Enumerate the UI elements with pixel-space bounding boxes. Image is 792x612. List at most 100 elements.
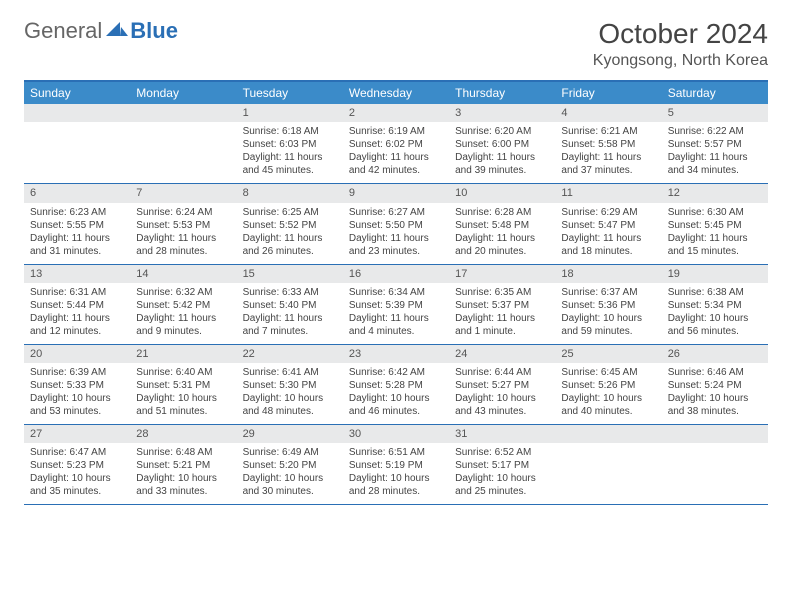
sunrise: Sunrise: 6:27 AM: [349, 206, 443, 219]
sunrise: Sunrise: 6:18 AM: [243, 125, 337, 138]
day-cell: 1 Sunrise: 6:18 AMSunset: 6:03 PMDaylight…: [237, 104, 343, 183]
sunrise: Sunrise: 6:20 AM: [455, 125, 549, 138]
sunrise: Sunrise: 6:44 AM: [455, 366, 549, 379]
day-number: 5: [662, 104, 768, 122]
day-details: Sunrise: 6:48 AMSunset: 5:21 PMDaylight:…: [130, 443, 236, 504]
sunset: Sunset: 5:47 PM: [561, 219, 655, 232]
daylight: Daylight: 11 hours and 1 minute.: [455, 312, 549, 338]
day-cell: 21Sunrise: 6:40 AMSunset: 5:31 PMDayligh…: [130, 345, 236, 424]
daylight: Daylight: 11 hours and 20 minutes.: [455, 232, 549, 258]
day-number: 26: [662, 345, 768, 363]
sunset: Sunset: 5:53 PM: [136, 219, 230, 232]
sunset: Sunset: 5:33 PM: [30, 379, 124, 392]
day-header: Friday: [555, 82, 661, 104]
daylight: Daylight: 11 hours and 42 minutes.: [349, 151, 443, 177]
day-cell: 3Sunrise: 6:20 AMSunset: 6:00 PMDaylight…: [449, 104, 555, 183]
day-number: 19: [662, 265, 768, 283]
daylight: Daylight: 10 hours and 46 minutes.: [349, 392, 443, 418]
day-details: Sunrise: 6:20 AMSunset: 6:00 PMDaylight:…: [449, 122, 555, 183]
daylight: Daylight: 10 hours and 53 minutes.: [30, 392, 124, 418]
sunrise: Sunrise: 6:38 AM: [668, 286, 762, 299]
day-number: 1: [237, 104, 343, 122]
day-details: Sunrise: 6:23 AMSunset: 5:55 PMDaylight:…: [24, 203, 130, 264]
day-cell: 27Sunrise: 6:47 AMSunset: 5:23 PMDayligh…: [24, 425, 130, 504]
day-header-row: SundayMondayTuesdayWednesdayThursdayFrid…: [24, 82, 768, 104]
location: Kyongsong, North Korea: [593, 52, 768, 70]
day-details: Sunrise: 6:45 AMSunset: 5:26 PMDaylight:…: [555, 363, 661, 424]
sunrise: Sunrise: 6:37 AM: [561, 286, 655, 299]
sunrise: Sunrise: 6:30 AM: [668, 206, 762, 219]
day-number: [24, 104, 130, 122]
sunrise: Sunrise: 6:48 AM: [136, 446, 230, 459]
day-number: 31: [449, 425, 555, 443]
sunset: Sunset: 5:55 PM: [30, 219, 124, 232]
sunrise: Sunrise: 6:47 AM: [30, 446, 124, 459]
day-cell: 19Sunrise: 6:38 AMSunset: 5:34 PMDayligh…: [662, 265, 768, 344]
day-details: Sunrise: 6:33 AMSunset: 5:40 PMDaylight:…: [237, 283, 343, 344]
sunset: Sunset: 5:26 PM: [561, 379, 655, 392]
sunset: Sunset: 5:30 PM: [243, 379, 337, 392]
sunset: Sunset: 6:02 PM: [349, 138, 443, 151]
daylight: Daylight: 10 hours and 30 minutes.: [243, 472, 337, 498]
sunrise: Sunrise: 6:29 AM: [561, 206, 655, 219]
day-number: 6: [24, 184, 130, 202]
daylight: Daylight: 10 hours and 38 minutes.: [668, 392, 762, 418]
day-cell: 28Sunrise: 6:48 AMSunset: 5:21 PMDayligh…: [130, 425, 236, 504]
day-cell: 22Sunrise: 6:41 AMSunset: 5:30 PMDayligh…: [237, 345, 343, 424]
daylight: Daylight: 11 hours and 28 minutes.: [136, 232, 230, 258]
day-number: 27: [24, 425, 130, 443]
day-details: Sunrise: 6:41 AMSunset: 5:30 PMDaylight:…: [237, 363, 343, 424]
week-row: 20Sunrise: 6:39 AMSunset: 5:33 PMDayligh…: [24, 345, 768, 425]
sunset: Sunset: 5:34 PM: [668, 299, 762, 312]
day-header: Wednesday: [343, 82, 449, 104]
day-cell: 4Sunrise: 6:21 AMSunset: 5:58 PMDaylight…: [555, 104, 661, 183]
sunset: Sunset: 5:58 PM: [561, 138, 655, 151]
daylight: Daylight: 11 hours and 12 minutes.: [30, 312, 124, 338]
calendar: SundayMondayTuesdayWednesdayThursdayFrid…: [24, 80, 768, 505]
sunset: Sunset: 5:36 PM: [561, 299, 655, 312]
sunset: Sunset: 5:40 PM: [243, 299, 337, 312]
logo-triangle-icon: [106, 18, 128, 44]
sunrise: Sunrise: 6:35 AM: [455, 286, 549, 299]
sunset: Sunset: 5:50 PM: [349, 219, 443, 232]
day-number: 20: [24, 345, 130, 363]
sunrise: Sunrise: 6:46 AM: [668, 366, 762, 379]
sunrise: Sunrise: 6:19 AM: [349, 125, 443, 138]
sunset: Sunset: 6:03 PM: [243, 138, 337, 151]
sunset: Sunset: 5:52 PM: [243, 219, 337, 232]
sunrise: Sunrise: 6:49 AM: [243, 446, 337, 459]
daylight: Daylight: 11 hours and 31 minutes.: [30, 232, 124, 258]
day-cell: 23Sunrise: 6:42 AMSunset: 5:28 PMDayligh…: [343, 345, 449, 424]
day-details: Sunrise: 6:51 AMSunset: 5:19 PMDaylight:…: [343, 443, 449, 504]
day-details: Sunrise: 6:34 AMSunset: 5:39 PMDaylight:…: [343, 283, 449, 344]
day-details: Sunrise: 6:22 AMSunset: 5:57 PMDaylight:…: [662, 122, 768, 183]
daylight: Daylight: 10 hours and 59 minutes.: [561, 312, 655, 338]
day-details: Sunrise: 6:47 AMSunset: 5:23 PMDaylight:…: [24, 443, 130, 504]
day-cell: 30Sunrise: 6:51 AMSunset: 5:19 PMDayligh…: [343, 425, 449, 504]
logo-text-2: Blue: [130, 18, 178, 44]
day-details: Sunrise: 6:31 AMSunset: 5:44 PMDaylight:…: [24, 283, 130, 344]
sunrise: Sunrise: 6:22 AM: [668, 125, 762, 138]
day-details: Sunrise: 6:24 AMSunset: 5:53 PMDaylight:…: [130, 203, 236, 264]
sunset: Sunset: 5:19 PM: [349, 459, 443, 472]
daylight: Daylight: 10 hours and 35 minutes.: [30, 472, 124, 498]
day-header: Saturday: [662, 82, 768, 104]
week-row: 27Sunrise: 6:47 AMSunset: 5:23 PMDayligh…: [24, 425, 768, 505]
sunset: Sunset: 5:28 PM: [349, 379, 443, 392]
day-number: 10: [449, 184, 555, 202]
day-number: 17: [449, 265, 555, 283]
daylight: Daylight: 11 hours and 23 minutes.: [349, 232, 443, 258]
sunset: Sunset: 5:45 PM: [668, 219, 762, 232]
day-cell: 29Sunrise: 6:49 AMSunset: 5:20 PMDayligh…: [237, 425, 343, 504]
daylight: Daylight: 11 hours and 45 minutes.: [243, 151, 337, 177]
daylight: Daylight: 11 hours and 37 minutes.: [561, 151, 655, 177]
day-number: 13: [24, 265, 130, 283]
sunset: Sunset: 5:20 PM: [243, 459, 337, 472]
daylight: Daylight: 10 hours and 40 minutes.: [561, 392, 655, 418]
sunrise: Sunrise: 6:39 AM: [30, 366, 124, 379]
day-cell: [130, 104, 236, 183]
sunset: Sunset: 5:37 PM: [455, 299, 549, 312]
day-details: Sunrise: 6:52 AMSunset: 5:17 PMDaylight:…: [449, 443, 555, 504]
day-cell: [24, 104, 130, 183]
sunset: Sunset: 5:21 PM: [136, 459, 230, 472]
